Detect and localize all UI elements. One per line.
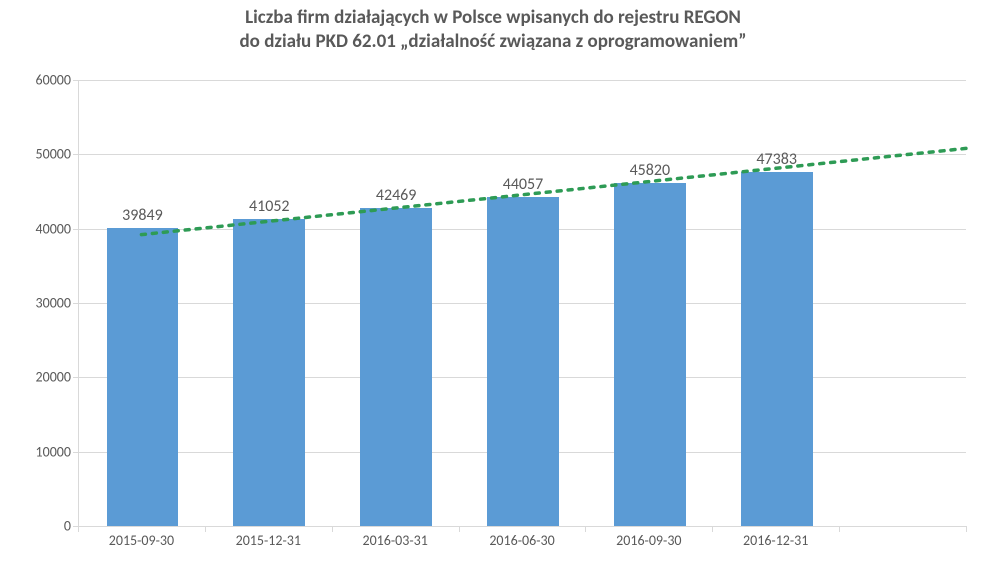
y-tick-label: 30000 bbox=[36, 295, 79, 312]
y-tick-label: 20000 bbox=[36, 369, 79, 386]
plot-area: 0100002000030000400005000060000 39849410… bbox=[78, 80, 966, 526]
x-tick-label: 2016-12-31 bbox=[743, 532, 808, 549]
x-tickmark bbox=[585, 526, 586, 532]
x-tick-label: 2015-12-31 bbox=[236, 532, 301, 549]
x-tick-label: 2016-06-30 bbox=[489, 532, 554, 549]
chart-title: Liczba firm działających w Polsce wpisan… bbox=[0, 6, 986, 54]
y-tick-label: 40000 bbox=[36, 220, 79, 237]
y-tick-label: 10000 bbox=[36, 443, 79, 460]
x-tickmark bbox=[712, 526, 713, 532]
x-axis-ticks: 2015-09-30 2015-12-31 2016-03-31 2016-06-30… bbox=[78, 526, 966, 566]
x-tickmark bbox=[332, 526, 333, 532]
y-tick-label: 60000 bbox=[36, 72, 79, 89]
trendline bbox=[78, 80, 966, 526]
x-tick-label: 2016-03-31 bbox=[362, 532, 427, 549]
y-tick-label: 50000 bbox=[36, 146, 79, 163]
x-tickmark bbox=[839, 526, 840, 532]
chart-title-line-1: Liczba firm działających w Polsce wpisan… bbox=[0, 6, 986, 30]
x-tickmark bbox=[78, 526, 79, 532]
x-tickmark bbox=[459, 526, 460, 532]
x-tickmark bbox=[205, 526, 206, 532]
chart-title-line-2: do działu PKD 62.01 „działalność związan… bbox=[0, 30, 986, 54]
x-tick-label: 2016-09-30 bbox=[616, 532, 681, 549]
y-tick-label: 0 bbox=[64, 518, 79, 535]
bar-chart: Liczba firm działających w Polsce wpisan… bbox=[0, 0, 986, 566]
x-tick-label: 2015-09-30 bbox=[109, 532, 174, 549]
x-tickmark bbox=[966, 526, 967, 532]
